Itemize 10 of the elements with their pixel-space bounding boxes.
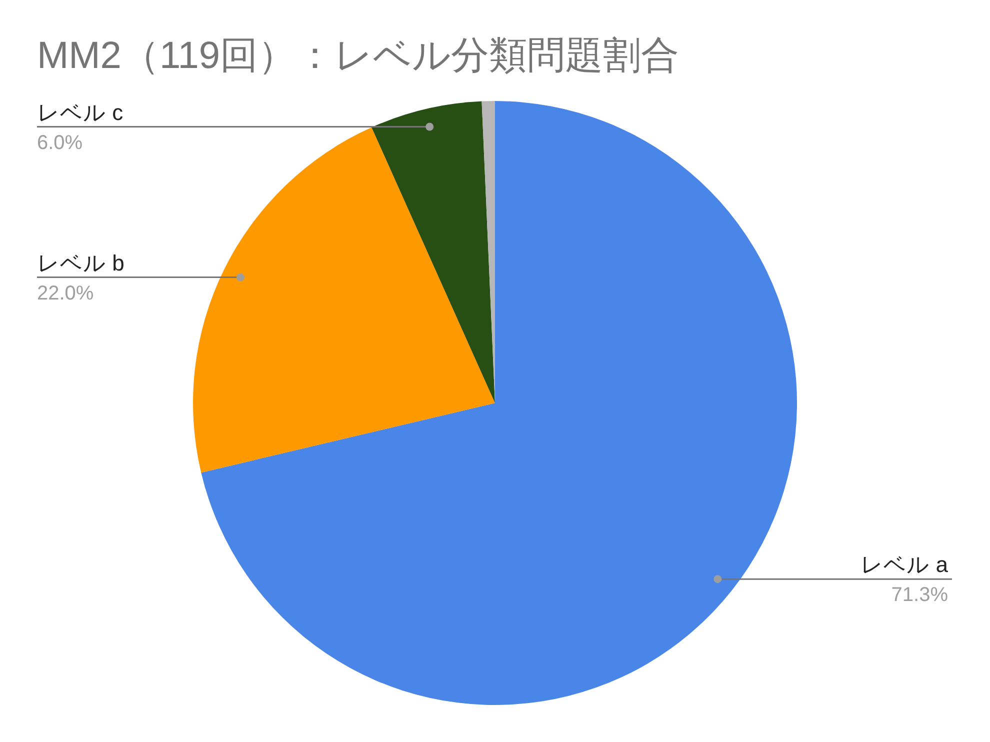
slice-label: レベル b: [37, 250, 124, 276]
pie-slice: [201, 101, 797, 704]
slice-label: レベル c: [37, 100, 124, 125]
data-label: 71.3%: [891, 584, 948, 606]
pie-slice: [193, 127, 495, 473]
data-label: 22.0%: [37, 282, 94, 304]
data-label: 6.0%: [37, 132, 83, 154]
slice-label: レベル a: [860, 552, 949, 578]
chart-title: MM2（119回）：レベル分類問題割合: [37, 35, 680, 77]
pie-slice: [372, 101, 495, 403]
